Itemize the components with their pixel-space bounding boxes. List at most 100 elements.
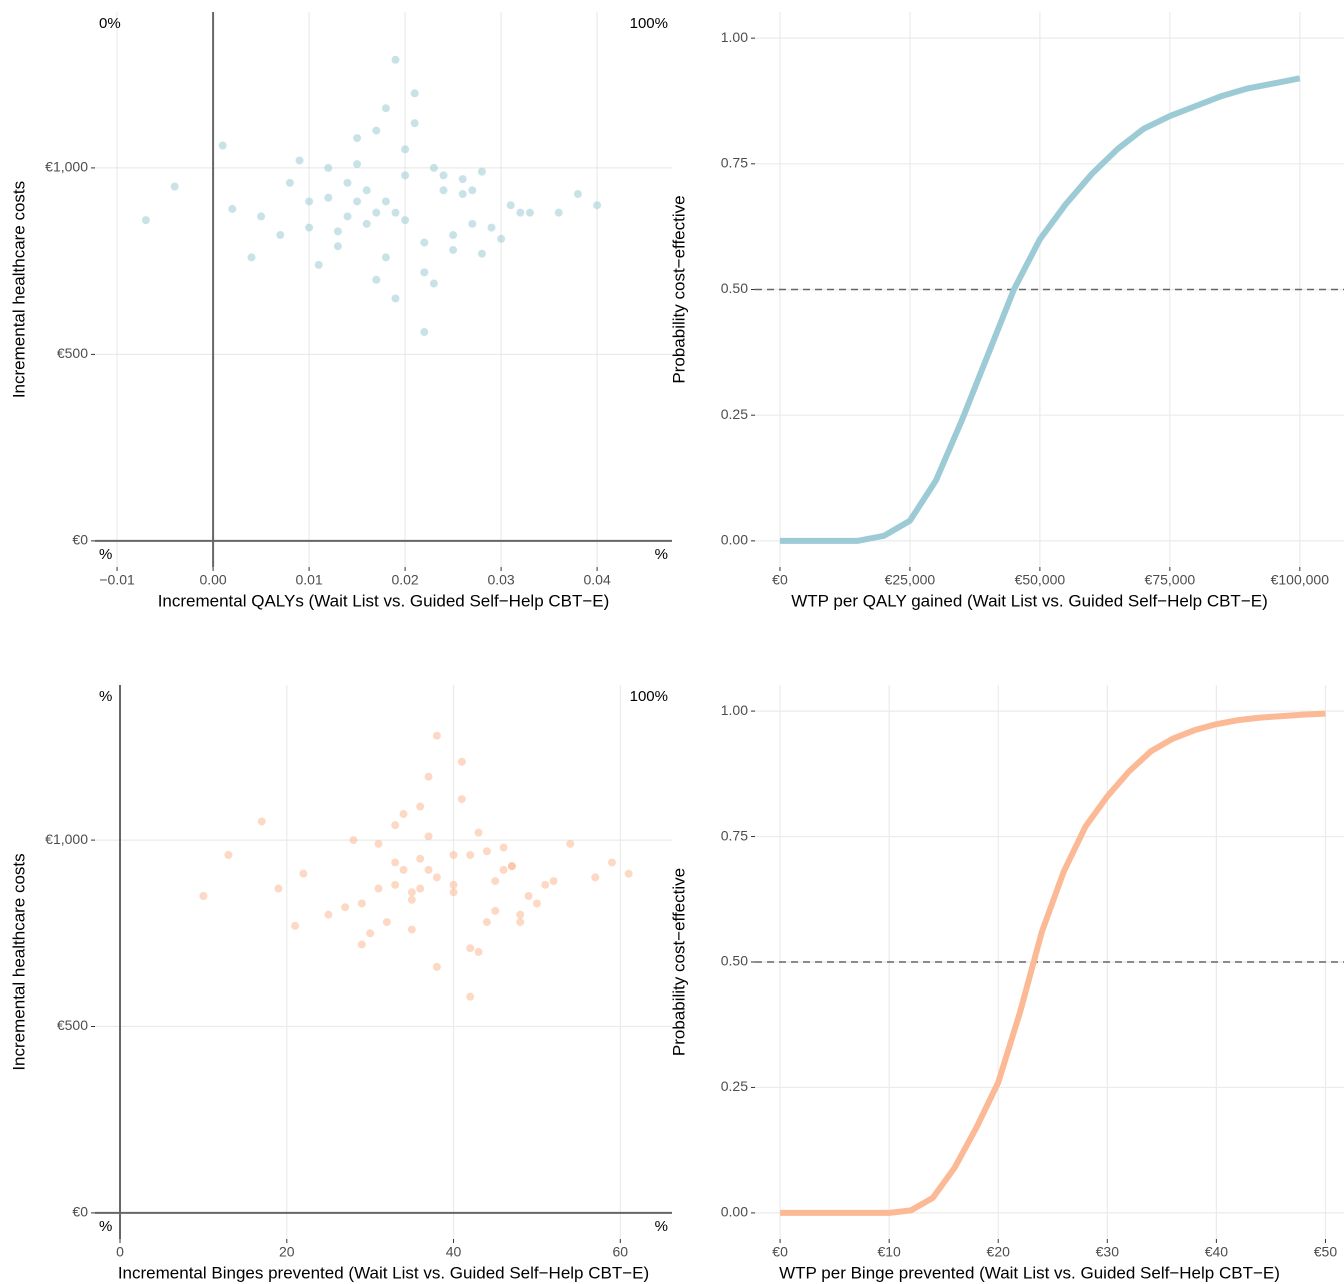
point bbox=[497, 234, 506, 243]
point bbox=[407, 888, 416, 897]
point bbox=[362, 219, 371, 228]
point bbox=[366, 929, 375, 938]
point bbox=[491, 906, 500, 915]
point bbox=[429, 279, 438, 288]
point bbox=[381, 104, 390, 113]
point bbox=[499, 865, 508, 874]
point bbox=[391, 294, 400, 303]
y-axis-title: Incremental healthcare costs bbox=[9, 853, 28, 1070]
x-tick-label: 0 bbox=[116, 1244, 124, 1260]
point bbox=[482, 847, 491, 856]
x-tick-label: 0.04 bbox=[583, 572, 610, 588]
point bbox=[499, 843, 508, 852]
x-tick-label: 20 bbox=[279, 1244, 295, 1260]
point bbox=[399, 809, 408, 818]
point bbox=[224, 851, 233, 860]
x-tick-label: €75,000 bbox=[1145, 572, 1196, 588]
point bbox=[285, 178, 294, 187]
point bbox=[341, 903, 350, 912]
x-axis-title: Incremental QALYs (Wait List vs. Guided … bbox=[158, 591, 610, 610]
point bbox=[305, 197, 314, 206]
point bbox=[374, 884, 383, 893]
x-tick-label: 40 bbox=[446, 1244, 462, 1260]
point bbox=[299, 869, 308, 878]
point bbox=[362, 186, 371, 195]
point bbox=[591, 873, 600, 882]
point bbox=[477, 249, 486, 258]
point bbox=[291, 921, 300, 930]
x-axis-title: WTP per QALY gained (Wait List vs. Guide… bbox=[791, 591, 1268, 610]
y-tick-label: 0.25 bbox=[721, 1078, 748, 1094]
point bbox=[228, 204, 237, 213]
point bbox=[424, 865, 433, 874]
point bbox=[524, 892, 533, 901]
point bbox=[401, 171, 410, 180]
point bbox=[399, 865, 408, 874]
point bbox=[458, 175, 467, 184]
point bbox=[420, 238, 429, 247]
point bbox=[416, 802, 425, 811]
point bbox=[410, 119, 419, 128]
point bbox=[474, 828, 483, 837]
point bbox=[432, 873, 441, 882]
curve bbox=[780, 710, 1326, 1216]
x-axis-title: Incremental Binges prevented (Wait List … bbox=[118, 1263, 649, 1282]
x-tick-label: 0.03 bbox=[487, 572, 514, 588]
point bbox=[532, 899, 541, 908]
point bbox=[276, 231, 285, 240]
point bbox=[416, 854, 425, 863]
point bbox=[439, 171, 448, 180]
point bbox=[324, 163, 333, 172]
point bbox=[343, 212, 352, 221]
point bbox=[593, 201, 602, 210]
point bbox=[357, 940, 366, 949]
y-tick-label: 0.00 bbox=[721, 1204, 748, 1220]
point bbox=[247, 253, 256, 262]
point bbox=[343, 178, 352, 187]
x-tick-label: 60 bbox=[613, 1244, 629, 1260]
y-tick-label: €500 bbox=[57, 1017, 88, 1033]
point bbox=[432, 962, 441, 971]
point bbox=[466, 992, 475, 1001]
point bbox=[516, 918, 525, 927]
corner-annotation: 100% bbox=[630, 688, 668, 705]
point bbox=[407, 895, 416, 904]
point bbox=[424, 772, 433, 781]
point bbox=[449, 245, 458, 254]
y-tick-label: 1.00 bbox=[721, 29, 748, 45]
x-tick-label: €25,000 bbox=[885, 572, 936, 588]
y-tick-label: €1,000 bbox=[45, 831, 88, 847]
y-tick-label: 0.25 bbox=[721, 406, 748, 422]
x-tick-label: −0.01 bbox=[99, 572, 135, 588]
x-tick-label: €30 bbox=[1096, 1244, 1120, 1260]
point bbox=[407, 925, 416, 934]
point bbox=[382, 918, 391, 927]
point bbox=[449, 888, 458, 897]
point bbox=[474, 947, 483, 956]
corner-annotation: % bbox=[99, 1218, 112, 1235]
point bbox=[372, 275, 381, 284]
y-axis-title: Probability cost−effective bbox=[669, 195, 688, 383]
point bbox=[491, 877, 500, 886]
corner-annotation: 100% bbox=[630, 15, 668, 32]
point bbox=[516, 910, 525, 919]
point bbox=[458, 190, 467, 199]
x-tick-label: €0 bbox=[772, 1244, 788, 1260]
x-tick-label: €100,000 bbox=[1271, 572, 1330, 588]
point bbox=[429, 163, 438, 172]
x-tick-label: €20 bbox=[987, 1244, 1011, 1260]
corner-annotation: % bbox=[655, 1218, 668, 1235]
corner-annotation: % bbox=[655, 546, 668, 563]
point bbox=[416, 884, 425, 893]
x-tick-label: €50,000 bbox=[1015, 572, 1066, 588]
y-tick-label: 0.50 bbox=[721, 953, 748, 969]
point bbox=[468, 186, 477, 195]
point bbox=[466, 851, 475, 860]
point bbox=[487, 223, 496, 232]
curve bbox=[779, 75, 1301, 544]
point bbox=[324, 193, 333, 202]
point bbox=[607, 858, 616, 867]
x-tick-label: 0.00 bbox=[199, 572, 226, 588]
point bbox=[432, 731, 441, 740]
